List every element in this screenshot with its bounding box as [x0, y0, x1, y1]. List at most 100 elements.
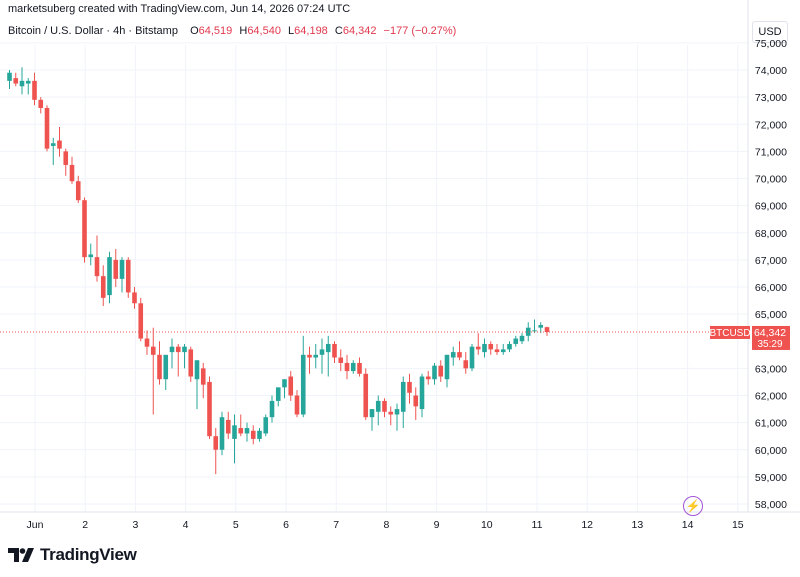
candle — [194, 360, 200, 410]
candle — [357, 357, 362, 377]
candle — [50, 137, 56, 165]
candle — [538, 322, 544, 334]
candle — [57, 126, 62, 157]
candle — [269, 395, 275, 423]
candle — [307, 346, 312, 374]
candle-body — [269, 400, 275, 418]
bar-countdown: 35:29 — [757, 339, 782, 350]
candle — [282, 379, 287, 399]
candle — [107, 251, 112, 304]
candle — [82, 197, 87, 263]
candle-body — [313, 354, 319, 358]
symbol-legend: Bitcoin / U.S. Dollar · 4h · Bitstamp O6… — [8, 25, 456, 37]
candle — [475, 333, 481, 355]
candle — [500, 343, 506, 355]
candle — [350, 360, 356, 374]
candle — [44, 105, 50, 152]
x-tick-label: 2 — [82, 519, 88, 531]
candle — [219, 411, 225, 456]
x-tick-label: 11 — [532, 519, 543, 531]
candle — [450, 346, 456, 366]
x-tick-label: 4 — [183, 519, 189, 531]
candle-body — [375, 400, 381, 412]
y-tick-label: 62,000 — [755, 391, 787, 403]
candle-body — [163, 354, 169, 380]
candle — [444, 354, 450, 388]
y-tick-label: 66,000 — [755, 282, 787, 294]
y-tick-label: 72,000 — [755, 119, 787, 131]
candle-body — [50, 143, 56, 146]
candle-body — [438, 365, 444, 377]
x-tick-label: 14 — [682, 519, 694, 531]
candle — [432, 362, 437, 385]
candle — [457, 341, 462, 361]
candle — [382, 398, 387, 418]
candle-body — [338, 357, 344, 363]
candle-body — [250, 430, 256, 439]
candle-body — [357, 362, 362, 374]
candle-body — [188, 349, 194, 377]
candle — [75, 175, 81, 203]
candle-body — [25, 80, 31, 84]
x-tick-label: 8 — [383, 519, 389, 531]
candle — [257, 428, 262, 442]
candle-body — [425, 376, 431, 380]
candle-body — [300, 354, 306, 415]
candle-body — [544, 327, 550, 332]
candle — [225, 411, 231, 439]
candle-body — [44, 107, 50, 149]
candle — [519, 333, 525, 344]
y-tick-label: 73,000 — [755, 92, 787, 104]
candle — [213, 428, 219, 475]
candle — [419, 373, 425, 418]
x-tick-label: 5 — [233, 519, 239, 531]
candle-body — [513, 338, 519, 344]
x-tick-label: 9 — [434, 519, 440, 531]
candle-body — [94, 257, 100, 277]
y-tick-label: 74,000 — [755, 65, 787, 77]
candle — [175, 343, 181, 377]
candle — [513, 335, 519, 347]
candle-body — [532, 330, 537, 332]
candle-body — [219, 417, 225, 450]
candle-body — [32, 80, 37, 100]
brand-name: TradingView — [40, 545, 137, 564]
candle-body — [419, 376, 425, 410]
candle-body — [469, 346, 475, 369]
candle-body — [113, 259, 119, 279]
candle-body — [125, 259, 131, 293]
candle-body — [107, 257, 112, 296]
currency-button[interactable]: USD — [752, 21, 788, 43]
candle-body — [138, 303, 144, 339]
x-tick-label: 3 — [132, 519, 138, 531]
candle-body — [63, 151, 69, 165]
candles — [7, 67, 550, 475]
attribution-text: marketsuberg created with TradingView.co… — [8, 3, 351, 15]
candle-body — [463, 360, 469, 369]
candle — [182, 343, 187, 369]
candle — [313, 343, 319, 369]
candle-body — [150, 346, 156, 355]
candle — [438, 360, 444, 382]
candle — [488, 341, 494, 355]
candle — [250, 425, 256, 445]
candle-body — [19, 80, 25, 87]
lightning-icon[interactable]: ⚡ — [683, 496, 703, 516]
candle — [144, 330, 150, 355]
candle-body — [207, 381, 212, 437]
candle — [63, 148, 69, 176]
candle-body — [157, 354, 162, 380]
candle-body — [275, 387, 281, 401]
candle — [300, 335, 306, 418]
candle — [288, 371, 294, 401]
candle — [94, 235, 100, 282]
candle-body — [294, 395, 300, 415]
candle-body — [175, 346, 181, 353]
high-value: 64,540 — [247, 25, 281, 37]
candle-body — [257, 430, 262, 439]
y-tick-label: 69,000 — [755, 201, 787, 213]
candle — [463, 352, 469, 374]
candle — [413, 387, 419, 420]
symbol-tag-label: BTCUSD — [709, 328, 750, 339]
